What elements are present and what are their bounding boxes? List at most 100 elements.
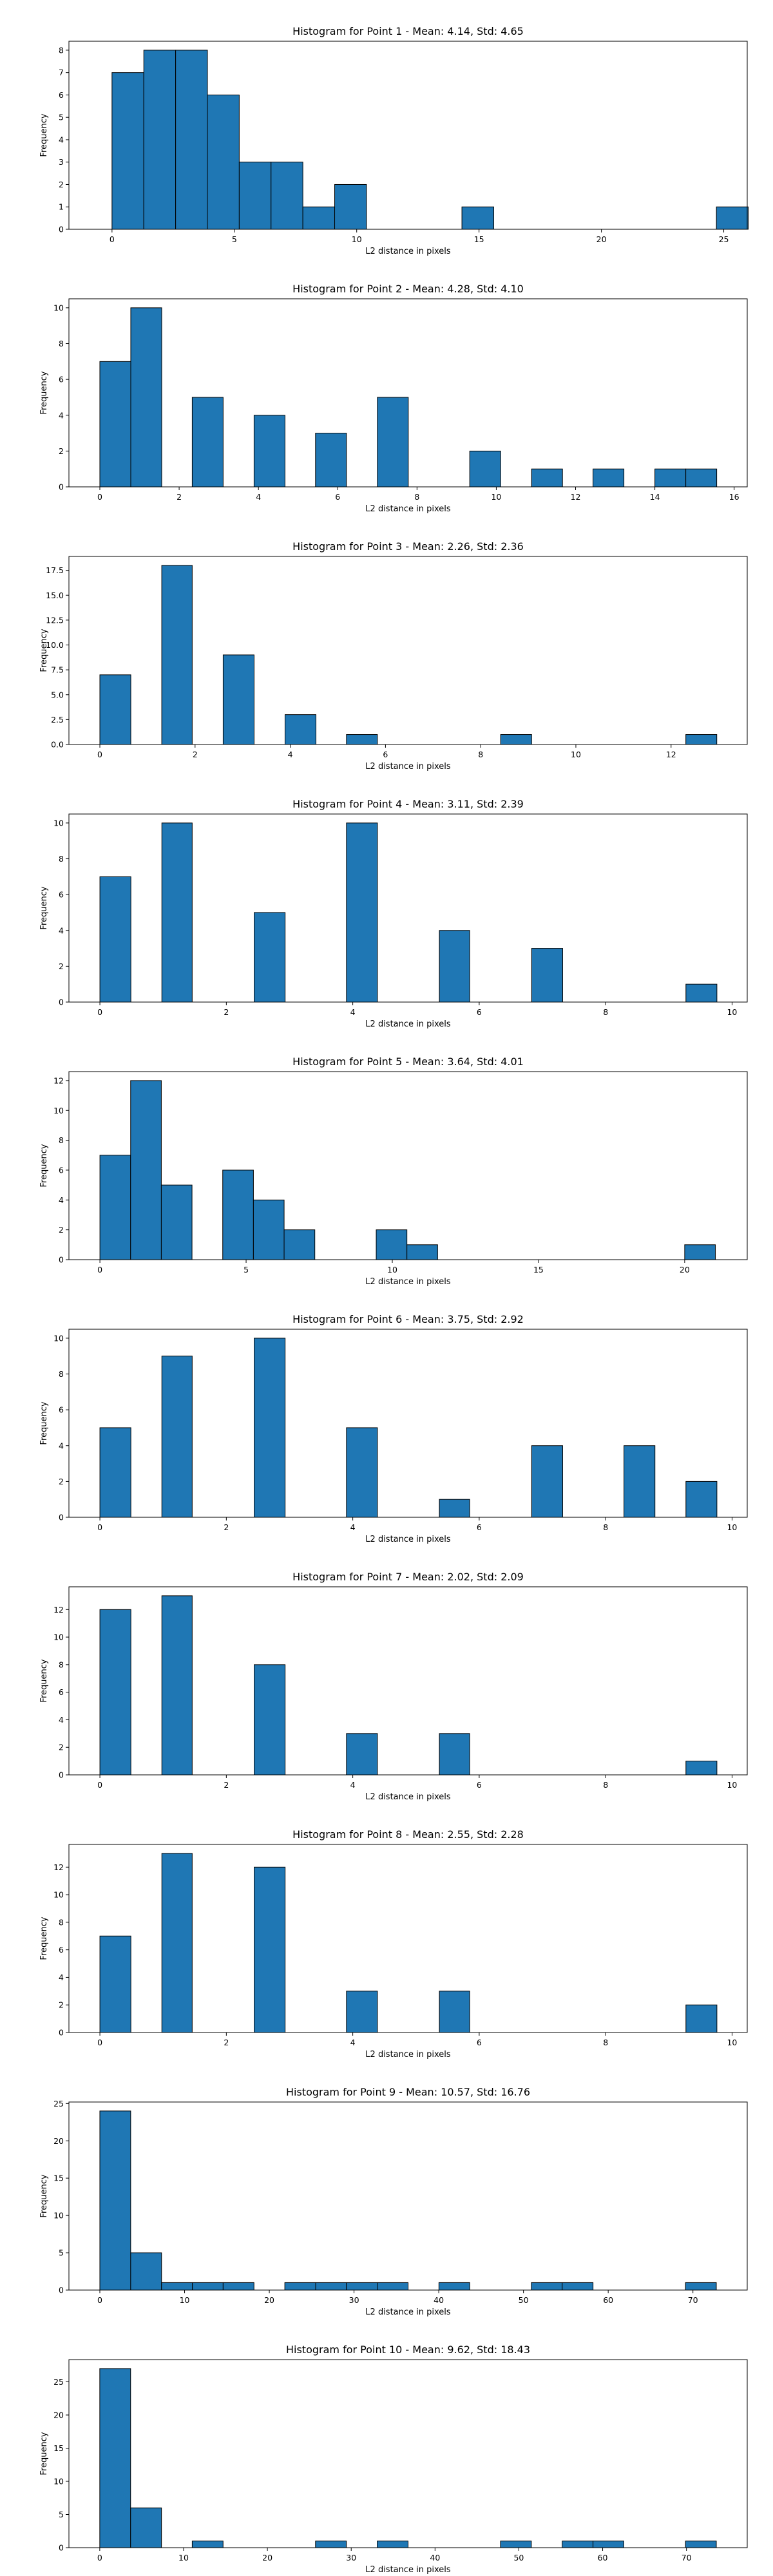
x-tick-label: 15 <box>533 1265 544 1274</box>
y-axis-label: Frequency <box>39 886 49 929</box>
plot-frame <box>68 1586 748 1776</box>
histogram-bar <box>685 468 718 488</box>
y-tick-label: 6 <box>59 90 64 100</box>
x-tick-label: 15 <box>474 234 484 244</box>
x-axis-label: L2 distance in pixels <box>365 2565 451 2575</box>
x-tick-label: 6 <box>477 2038 482 2047</box>
x-tick-label: 0 <box>97 2553 102 2562</box>
x-tick-label: 2 <box>193 750 198 759</box>
x-axis-label: L2 distance in pixels <box>365 247 451 256</box>
x-tick-label: 40 <box>434 2295 444 2305</box>
x-tick-label: 20 <box>264 2295 274 2305</box>
histogram-bar <box>685 1761 718 1776</box>
y-tick-label: 4 <box>59 1973 64 1982</box>
y-tick-label: 5.0 <box>51 690 64 699</box>
x-tick-label: 0 <box>97 2295 102 2305</box>
histogram-bar <box>192 2282 224 2291</box>
histogram-bar <box>130 1080 162 1260</box>
x-tick-label: 12 <box>571 492 581 502</box>
x-tick-label: 20 <box>262 2553 272 2562</box>
y-tick-label: 2 <box>59 446 64 456</box>
histogram-bar <box>315 433 347 488</box>
histogram-bar <box>562 2282 594 2291</box>
y-tick-label: 12 <box>53 1075 64 1085</box>
y-tick-label: 10 <box>53 2477 64 2486</box>
y-tick-label: 5 <box>59 113 64 122</box>
y-tick-label: 12 <box>53 1605 64 1615</box>
y-tick-label: 8 <box>59 854 64 864</box>
y-tick-label: 17.5 <box>46 565 64 575</box>
histogram-bar <box>438 2282 470 2291</box>
x-tick-label: 2 <box>224 2038 229 2047</box>
histogram-bar <box>222 654 254 745</box>
y-tick-label: 5 <box>59 2248 64 2258</box>
histogram-bar <box>593 468 625 488</box>
x-tick-label: 8 <box>603 1780 608 1790</box>
histogram-bar <box>531 2282 563 2291</box>
x-tick-label: 50 <box>513 2553 524 2562</box>
histogram-bar <box>99 361 131 488</box>
x-tick-label: 0 <box>97 1522 102 1532</box>
histogram-bar <box>254 1338 286 1518</box>
histogram-bar <box>562 2541 594 2548</box>
x-tick-label: 20 <box>596 234 607 244</box>
x-tick-label: 30 <box>346 2553 356 2562</box>
histogram-bar <box>99 674 131 745</box>
x-tick-label: 10 <box>727 1522 737 1532</box>
histogram-bar <box>439 1733 470 1776</box>
x-tick-label: 30 <box>349 2295 359 2305</box>
y-tick-label: 2 <box>59 1477 64 1486</box>
histogram-panel-10: Histogram for Point 10 - Mean: 9.62, Std… <box>39 2344 748 2575</box>
x-tick-label: 8 <box>414 492 419 502</box>
histogram-bar <box>271 162 303 230</box>
histogram-bar <box>685 2282 717 2291</box>
y-tick-label: 0 <box>59 1513 64 1522</box>
x-tick-label: 0 <box>97 1007 102 1017</box>
histogram-bar <box>99 1609 131 1776</box>
x-tick-label: 8 <box>478 750 483 759</box>
chart-title: Histogram for Point 1 - Mean: 4.14, Std:… <box>292 25 524 37</box>
chart-title: Histogram for Point 10 - Mean: 9.62, Std… <box>286 2344 530 2356</box>
y-tick-label: 10 <box>53 1633 64 1642</box>
chart-title: Histogram for Point 9 - Mean: 10.57, Std… <box>286 2086 530 2098</box>
histogram-bar <box>253 1199 285 1260</box>
y-tick-label: 4 <box>59 1441 64 1450</box>
x-tick-label: 4 <box>350 1007 356 1017</box>
histogram-bar <box>130 2507 162 2548</box>
x-tick-label: 10 <box>571 750 581 759</box>
histogram-bar <box>283 1229 316 1260</box>
histogram-bar <box>238 162 272 230</box>
y-tick-label: 25 <box>53 2377 64 2387</box>
y-tick-label: 2.5 <box>51 715 64 724</box>
plot-frame <box>68 556 748 745</box>
plot-frame <box>68 41 748 230</box>
x-tick-label: 2 <box>224 1780 229 1790</box>
x-tick-label: 14 <box>650 492 660 502</box>
y-tick-label: 0 <box>59 1770 64 1780</box>
y-tick-label: 6 <box>59 890 64 900</box>
y-axis-label: Frequency <box>39 371 49 414</box>
x-tick-label: 8 <box>603 2038 608 2047</box>
histogram-bar <box>315 2541 347 2548</box>
x-tick-label: 8 <box>603 1522 608 1532</box>
y-tick-label: 0 <box>59 225 64 234</box>
histogram-bar <box>716 206 749 230</box>
x-tick-label: 2 <box>177 492 182 502</box>
x-tick-label: 12 <box>666 750 676 759</box>
y-tick-label: 10.0 <box>46 640 64 650</box>
histogram-bar <box>346 734 378 745</box>
y-tick-label: 0 <box>59 2286 64 2295</box>
histogram-panel-1: Histogram for Point 1 - Mean: 4.14, Std:… <box>39 25 749 256</box>
histogram-bar <box>685 2541 717 2548</box>
chart-title: Histogram for Point 8 - Mean: 2.55, Std:… <box>292 1828 524 1841</box>
histogram-panel-2: Histogram for Point 2 - Mean: 4.28, Std:… <box>39 283 748 514</box>
x-axis-label: L2 distance in pixels <box>365 1019 451 1029</box>
histogram-bar <box>461 206 494 230</box>
y-tick-label: 6 <box>59 1165 64 1175</box>
histogram-bar <box>99 876 131 1003</box>
histogram-bar <box>439 1991 470 2033</box>
y-tick-label: 12.5 <box>46 615 64 625</box>
x-tick-label: 4 <box>350 2038 356 2047</box>
y-tick-label: 4 <box>59 925 64 935</box>
histogram-bar <box>254 1664 286 1776</box>
